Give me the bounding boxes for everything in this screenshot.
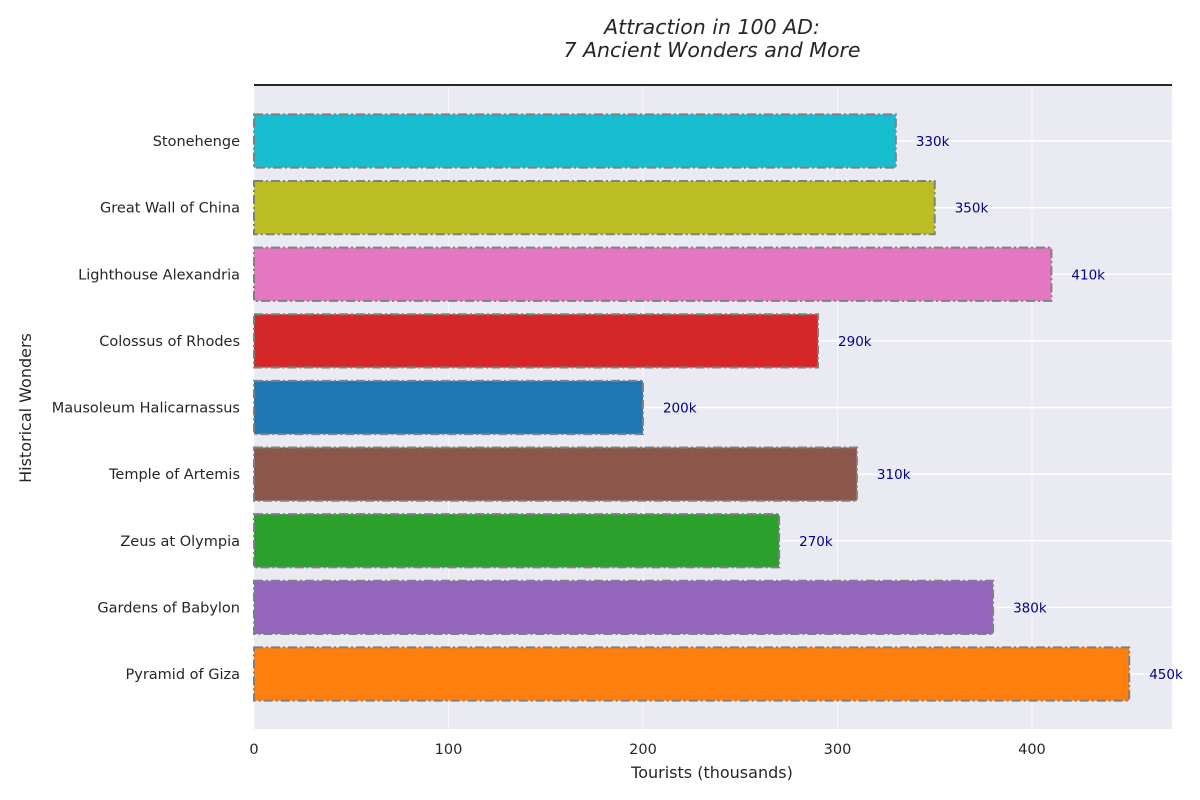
bar-value-label: 270k — [799, 534, 833, 550]
x-axis-label: Tourists (thousands) — [630, 763, 793, 782]
x-tick-label: 300 — [824, 742, 852, 758]
y-axis-label: Historical Wonders — [16, 333, 35, 483]
y-tick-label: Great Wall of China — [100, 201, 240, 217]
bar — [253, 579, 995, 636]
bar — [253, 113, 897, 169]
bar-value-label: 350k — [955, 201, 989, 217]
x-tick-label: 200 — [629, 742, 657, 758]
x-tick-label: 0 — [249, 742, 258, 758]
chart-title-line-1: Attraction in 100 AD: — [602, 15, 820, 39]
y-tick-labels: Pyramid of Giza Gardens of Babylon Zeus at… — [52, 134, 240, 683]
bar-value-label: 410k — [1071, 267, 1105, 283]
data-labels: 450k 380k 270k 310k 200k 290k 410k 350k 330k — [663, 134, 1183, 683]
bar-value-label: 330k — [916, 134, 950, 150]
y-tick-label: Pyramid of Giza — [126, 667, 241, 683]
y-tick-label: Zeus at Olympia — [120, 534, 240, 550]
x-tick-label: 100 — [435, 742, 463, 758]
x-tick-labels: 0 100 200 300 400 — [249, 742, 1045, 758]
y-tick-label: Colossus of Rhodes — [99, 334, 240, 350]
bar — [253, 446, 858, 502]
chart-title-line-2: 7 Ancient Wonders and More — [563, 38, 860, 62]
bar — [253, 379, 644, 436]
y-tick-label: Temple of Artemis — [108, 467, 240, 483]
bar-value-label: 380k — [1013, 600, 1047, 616]
x-tick-label: 400 — [1018, 742, 1046, 758]
bar — [253, 646, 1131, 702]
y-tick-label: Gardens of Babylon — [97, 600, 240, 616]
bar — [253, 513, 781, 569]
bars — [253, 113, 1131, 702]
y-tick-label: Lighthouse Alexandria — [78, 267, 240, 283]
bar-value-label: 450k — [1149, 667, 1183, 683]
bar-value-label: 310k — [877, 467, 911, 483]
bar-value-label: 290k — [838, 334, 872, 350]
y-tick-label: Mausoleum Halicarnassus — [52, 401, 240, 417]
bar — [253, 313, 820, 369]
bar — [253, 246, 1053, 302]
bar-value-label: 200k — [663, 401, 697, 417]
y-tick-label: Stonehenge — [153, 134, 240, 150]
bar — [253, 179, 936, 236]
